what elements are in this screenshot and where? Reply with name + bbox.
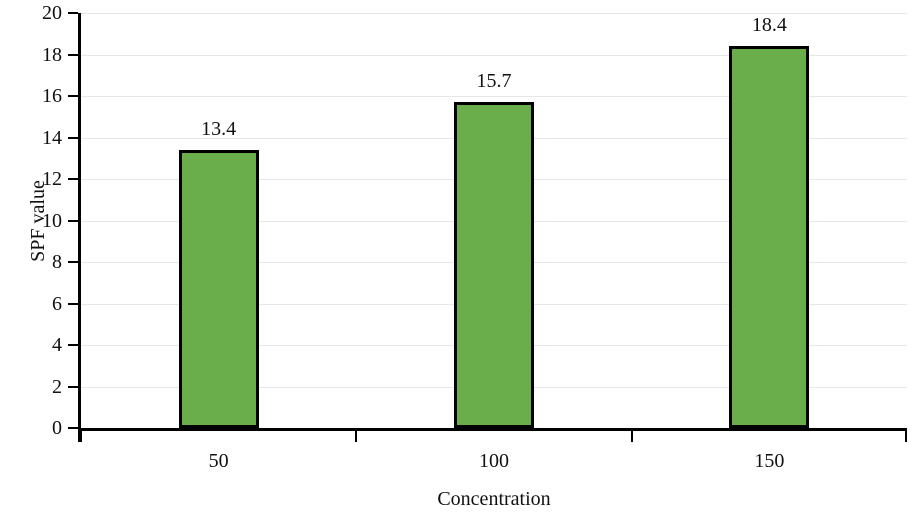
- x-tick-label: 150: [754, 450, 785, 472]
- bar-value-label: 15.7: [476, 70, 512, 92]
- bar: [729, 46, 809, 428]
- y-tick-label: 18: [42, 44, 62, 66]
- bar: [179, 150, 259, 428]
- y-tick-label: 16: [42, 85, 62, 107]
- y-tick-label: 10: [42, 210, 62, 232]
- y-tick-mark: [68, 178, 78, 180]
- y-tick-mark: [68, 261, 78, 263]
- x-tick-label: 50: [208, 450, 229, 472]
- y-tick-mark: [68, 12, 78, 14]
- x-axis-title: Concentration: [437, 488, 551, 510]
- y-tick-label: 14: [42, 127, 62, 149]
- x-tick-label: 100: [479, 450, 509, 472]
- bar-value-label: 13.4: [201, 118, 237, 140]
- y-tick-mark: [68, 427, 78, 429]
- x-axis-line: [78, 428, 907, 431]
- y-tick-mark: [68, 303, 78, 305]
- y-tick-mark: [68, 137, 78, 139]
- y-tick-mark: [68, 386, 78, 388]
- x-tick-mark: [355, 428, 357, 442]
- y-tick-label: 2: [52, 376, 62, 398]
- y-tick-label: 4: [52, 334, 62, 356]
- bar: [454, 102, 534, 428]
- y-tick-label: 8: [52, 251, 62, 273]
- y-tick-mark: [68, 220, 78, 222]
- x-tick-mark: [80, 428, 82, 442]
- x-tick-mark: [631, 428, 633, 442]
- y-tick-label: 12: [42, 168, 62, 190]
- y-tick-mark: [68, 344, 78, 346]
- gridline: [81, 13, 907, 14]
- gridline: [81, 96, 907, 97]
- y-tick-label: 20: [42, 2, 62, 24]
- gridline: [81, 55, 907, 56]
- y-axis-line: [78, 13, 81, 442]
- y-tick-label: 0: [52, 417, 62, 439]
- y-tick-label: 6: [52, 293, 62, 315]
- y-tick-mark: [68, 54, 78, 56]
- bar-value-label: 18.4: [751, 14, 787, 36]
- y-tick-mark: [68, 95, 78, 97]
- x-tick-mark: [905, 428, 907, 442]
